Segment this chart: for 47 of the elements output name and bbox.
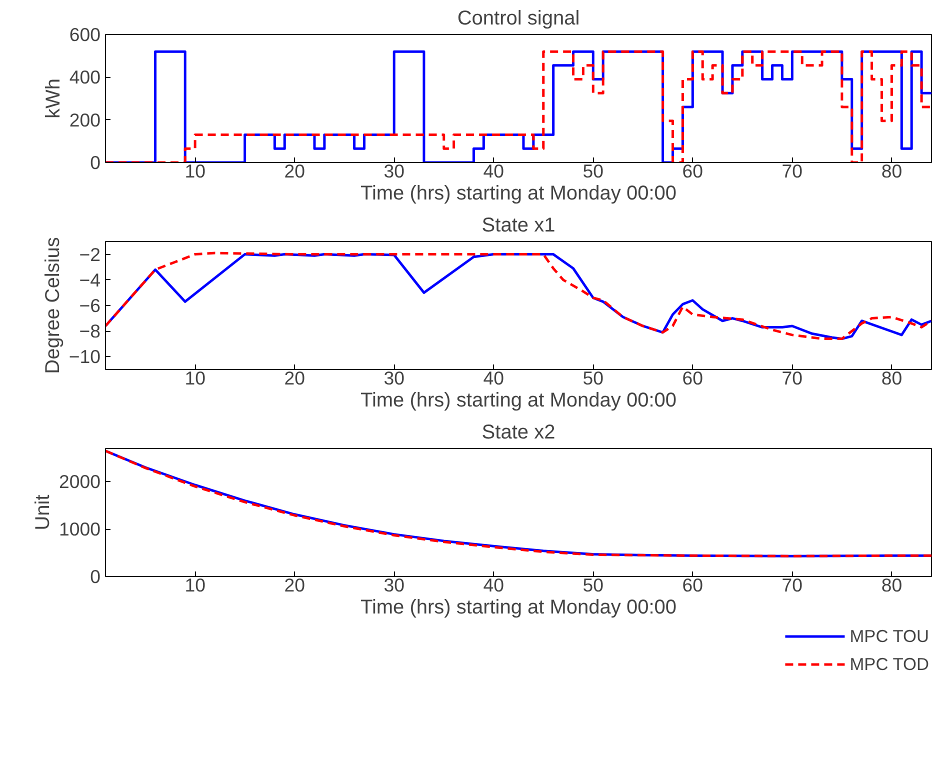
x-tick-label: 60	[682, 160, 704, 182]
x-tick-label: 80	[881, 368, 902, 388]
x-tick-label: 60	[682, 574, 704, 596]
x-tick-label: 10	[184, 368, 206, 388]
y-tick-label: 0	[90, 566, 101, 587]
x-tick-label: 20	[284, 368, 305, 388]
y-tick-label: 2000	[58, 471, 101, 492]
x-axis-title: Time (hrs) starting at Monday 00:00	[360, 182, 677, 204]
y-tick-label: −2	[79, 244, 101, 265]
x-tick-label: 80	[881, 574, 902, 596]
x-tick-label: 30	[384, 574, 404, 596]
x-tick-label: 40	[483, 574, 504, 596]
x-tick-label: 20	[284, 574, 305, 596]
x-tick-label: 70	[782, 160, 803, 182]
legend-label: MPC TOD	[850, 653, 929, 675]
y-tick-label: 1000	[58, 518, 101, 540]
y-tick-label: −6	[79, 295, 101, 316]
x-tick-label: 20	[284, 160, 305, 182]
y-tick-label: 600	[69, 24, 101, 45]
y-tick-label: −8	[79, 320, 101, 342]
chart-title: State x1	[482, 214, 556, 236]
y-tick-label: −4	[79, 269, 101, 290]
x-tick-label: 40	[483, 368, 504, 388]
x-tick-label: 70	[782, 368, 803, 388]
y-tick-label: −10	[68, 346, 101, 368]
x-tick-label: 30	[384, 160, 404, 182]
x-axis-title: Time (hrs) starting at Monday 00:00	[360, 596, 677, 618]
x-tick-label: 30	[384, 368, 404, 388]
x-tick-label: 50	[582, 368, 604, 388]
x-axis-title: Time (hrs) starting at Monday 00:00	[360, 390, 677, 412]
x-tick-label: 10	[184, 574, 206, 596]
y-tick-label: 0	[90, 152, 101, 173]
y-axis-title: Unit	[32, 494, 54, 530]
y-tick-label: 200	[69, 109, 101, 130]
chart-title: State x2	[482, 422, 556, 444]
y-axis-title: Degree Celsius	[42, 237, 64, 374]
x-tick-label: 70	[782, 574, 803, 596]
x-tick-label: 40	[483, 160, 504, 182]
x-tick-label: 60	[682, 368, 704, 388]
legend-label: MPC TOU	[850, 625, 929, 647]
chart-title: Control signal	[457, 8, 580, 30]
x-tick-label: 50	[582, 574, 604, 596]
x-tick-label: 10	[184, 160, 206, 182]
x-tick-label: 80	[881, 160, 902, 182]
x-tick-label: 50	[582, 160, 604, 182]
y-tick-label: 400	[69, 66, 101, 88]
y-axis-title: kWh	[42, 78, 64, 118]
